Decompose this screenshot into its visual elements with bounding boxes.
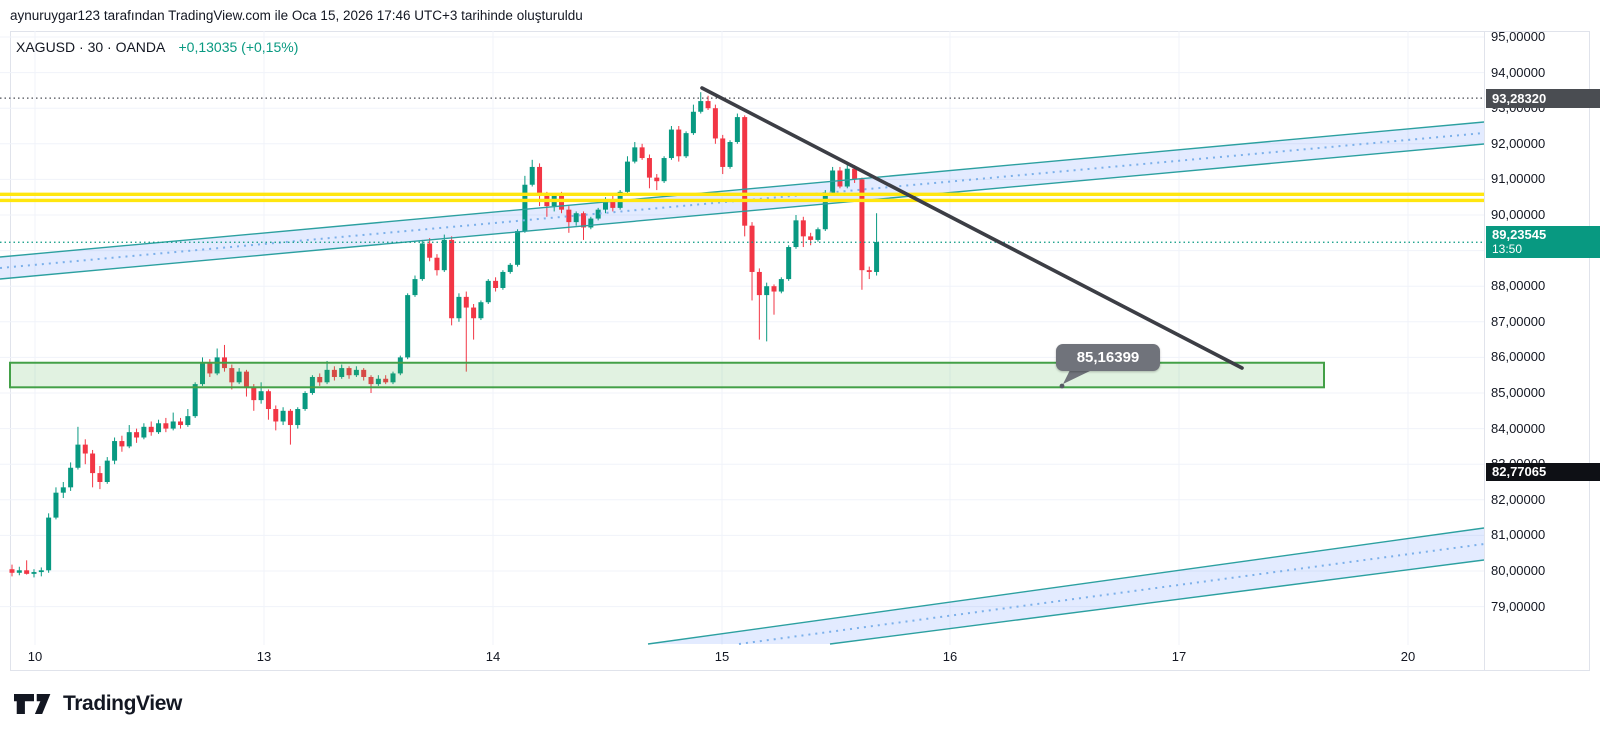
price-axis-label: 87,00000: [1491, 313, 1546, 329]
time-axis-label: 14: [485, 649, 501, 664]
price-callout-85-16399[interactable]: 85,16399: [1056, 344, 1160, 371]
channel-line[interactable]: [647, 527, 1484, 645]
time-axis-label: 10: [27, 649, 43, 664]
price-axis-label: 95,00000: [1491, 29, 1546, 44]
price-label-93-28320: 93,28320: [1486, 88, 1600, 108]
price-axis-label: 82,00000: [1491, 491, 1546, 507]
time-axis-label: 16: [942, 649, 958, 664]
price-axis-label: 92,00000: [1491, 135, 1546, 151]
price-axis-label: 80,00000: [1491, 563, 1546, 578]
price-axis-label: 84,00000: [1491, 420, 1546, 436]
price-label-82-77065: 82,77065: [1486, 463, 1600, 482]
time-axis-label: 13: [256, 649, 272, 664]
channel-line[interactable]: [829, 559, 1484, 645]
time-axis-label: 20: [1400, 649, 1416, 664]
attribution-text: aynuruygar123 tarafından TradingView.com…: [10, 8, 583, 23]
time-axis-label: 17: [1171, 649, 1187, 664]
current-price-value: 89,23545: [1492, 227, 1547, 243]
price-axis-label: 81,00000: [1491, 527, 1546, 543]
tradingview-logo[interactable]: TradingView: [14, 692, 182, 716]
price-axis-separator: [1484, 31, 1485, 671]
price-axis-label: 94,00000: [1491, 64, 1546, 80]
price-label-current: 89,23545 13:50: [1486, 226, 1600, 259]
price-axis-label: 86,00000: [1491, 349, 1546, 365]
symbol-header[interactable]: XAGUSD · 30 · OANDA +0,13035 (+0,15%): [16, 39, 298, 55]
price-axis-label: 91,00000: [1491, 171, 1546, 187]
symbol-title[interactable]: XAGUSD · 30 · OANDA: [16, 39, 165, 55]
channel-line[interactable]: [0, 143, 1484, 280]
current-price-time: 13:50: [1492, 242, 1523, 257]
symbol-change: +0,13035 (+0,15%): [178, 39, 299, 55]
tradingview-logo-text: TradingView: [63, 692, 182, 715]
tradingview-logo-icon: [14, 694, 51, 714]
price-axis-label: 85,00000: [1491, 385, 1546, 400]
price-axis-label: 88,00000: [1491, 278, 1546, 294]
price-axis-label: 90,00000: [1491, 207, 1546, 222]
descending-trendline[interactable]: [700, 86, 1244, 370]
channel-line[interactable]: [0, 121, 1484, 258]
price-axis-label: 79,00000: [1491, 598, 1546, 614]
time-axis-label: 15: [714, 649, 730, 664]
